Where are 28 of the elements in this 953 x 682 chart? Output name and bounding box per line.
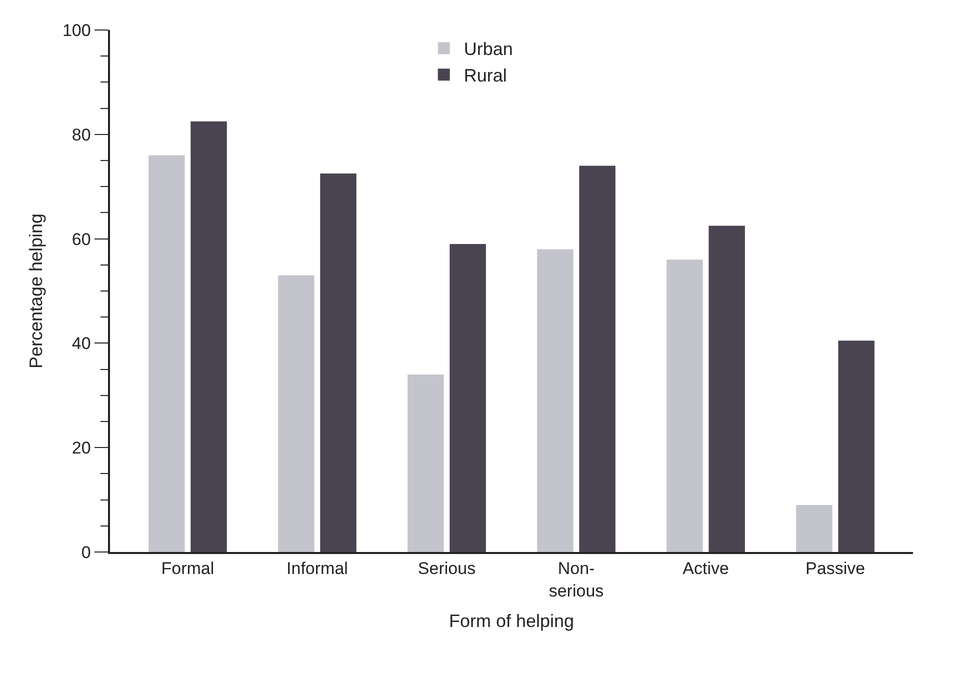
y-tick-label: 0 (81, 542, 91, 562)
x-tick-label: Non- serious (548, 559, 604, 600)
y-tick-label: 20 (72, 438, 91, 458)
y-axis-title: Percentage helping (26, 213, 46, 369)
bar (579, 166, 616, 552)
y-tick-label: 60 (72, 230, 91, 249)
legend-label: Rural (464, 66, 507, 86)
y-tick-label: 100 (62, 20, 91, 40)
bar (838, 340, 874, 552)
bar (450, 244, 486, 552)
bar (537, 249, 574, 552)
x-tick-label: Formal (161, 559, 214, 578)
legend-label: Urban (464, 39, 513, 60)
bar (190, 121, 227, 552)
y-tick-label: 40 (72, 334, 91, 354)
x-tick-label: Passive (806, 559, 866, 578)
bar (320, 174, 356, 552)
bar (666, 260, 703, 552)
x-tick-label: Serious (418, 559, 476, 578)
bar (408, 374, 444, 552)
bar (708, 226, 745, 552)
x-tick-label: Active (682, 559, 729, 578)
x-axis-title: Form of helping (448, 610, 574, 631)
bar (148, 155, 185, 552)
bar (278, 275, 314, 552)
bar (796, 505, 832, 552)
y-tick-label: 80 (72, 125, 91, 144)
x-tick-label: Informal (286, 559, 348, 578)
